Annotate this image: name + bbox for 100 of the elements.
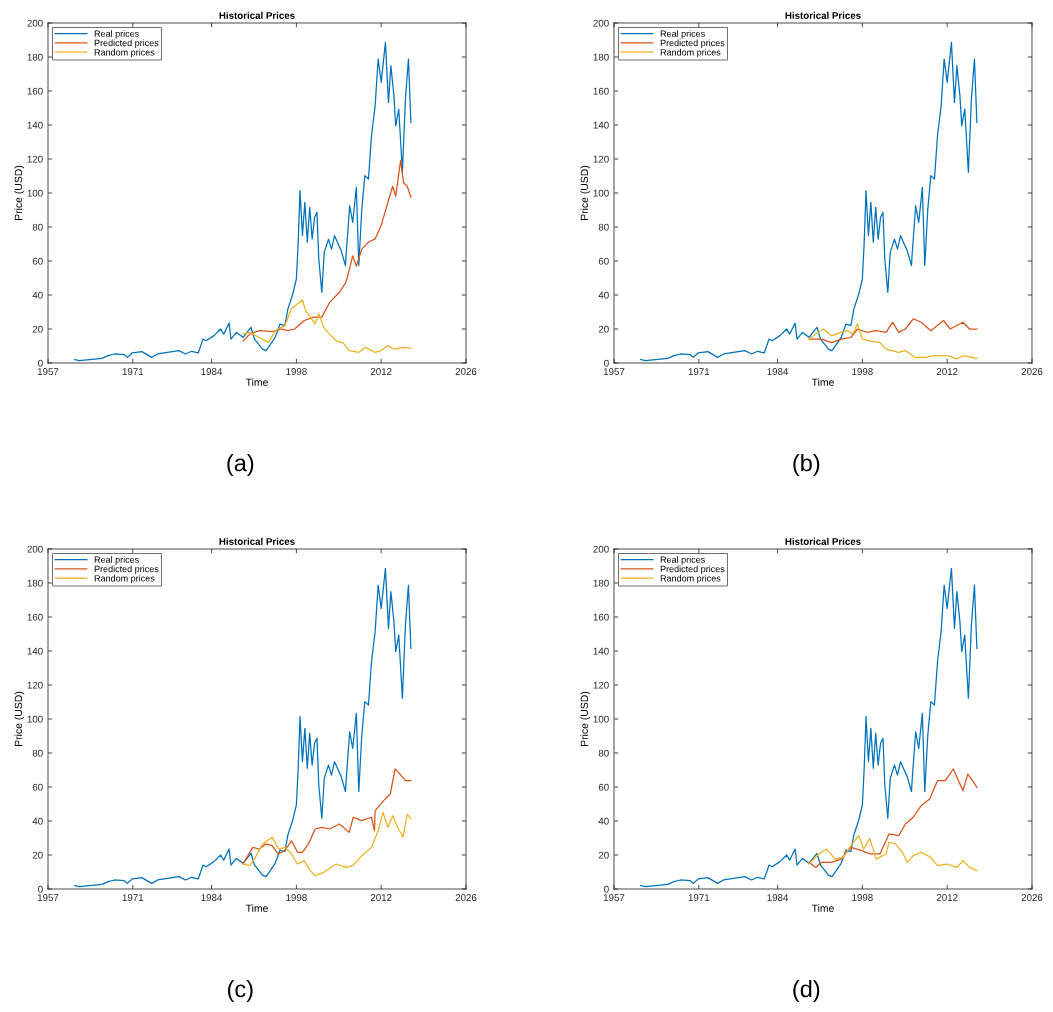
y-axis-title: Price (USD) [14,691,25,746]
y-tick-label: 20 [32,851,43,859]
line-series [808,318,978,344]
y-tick-label: 60 [32,257,43,265]
legend-label: Real prices [94,30,139,39]
x-tick-label: 1998 [852,894,873,901]
x-tick-label: 1971 [122,368,144,375]
x-tick-label: 2026 [1021,894,1043,901]
legend-label: Predicted prices [94,39,159,48]
y-tick-label: 80 [32,223,43,231]
y-tick-label: 140 [593,121,609,129]
y-tick-label: 60 [598,257,609,265]
legend-label: Predicted prices [94,565,159,574]
legend-label: Random prices [94,48,155,58]
x-tick-label: 2026 [455,894,477,901]
x-tick-label: 2012 [936,368,958,375]
y-tick-label: 140 [27,121,43,129]
y-tick-label: 160 [593,87,609,95]
y-tick-label: 40 [598,817,609,825]
line-series [242,160,412,342]
x-axis-title: Time [811,904,834,912]
y-tick-label: 140 [27,647,43,655]
y-tick-label: 200 [593,19,609,27]
chart-title: Historical Prices [785,537,861,545]
y-tick-label: 180 [593,579,609,587]
y-tick-label: 160 [27,613,43,621]
x-axis-title: Time [811,378,834,386]
x-tick-label: 1957 [603,368,625,375]
legend-label: Real prices [660,30,705,39]
line-series [242,768,412,865]
line-series [808,834,978,872]
legend-label: Random prices [94,574,155,584]
y-tick-label: 0 [38,885,43,893]
x-tick-label: 1998 [852,368,873,375]
y-tick-label: 20 [598,851,609,859]
legend-label: Random prices [660,574,721,584]
x-tick-label: 1984 [201,894,223,901]
x-tick-label: 2026 [455,368,477,375]
x-tick-label: 2012 [370,368,392,375]
y-tick-label: 0 [38,359,43,367]
y-tick-label: 80 [598,223,609,231]
y-tick-label: 120 [27,681,43,689]
x-tick-label: 1971 [688,894,710,901]
text: (c) [227,979,253,1002]
x-tick-label: 1998 [286,894,307,901]
chart-title: Historical Prices [219,11,295,19]
y-tick-label: 100 [593,715,609,723]
y-axis-title: Price (USD) [14,165,25,220]
line-series [242,811,412,877]
y-tick-label: 20 [598,325,609,333]
legend-label: Random prices [660,48,721,58]
text: (b) [793,453,820,476]
x-tick-label: 2012 [936,894,958,901]
text: (a) [227,453,254,476]
line-series [808,768,978,869]
y-tick-label: 120 [593,155,609,163]
chart-title: Historical Prices [785,11,861,19]
y-tick-label: 120 [27,155,43,163]
x-tick-label: 1971 [122,894,144,901]
y-tick-label: 40 [32,291,43,299]
x-axis-title: Time [245,378,268,386]
text: (d) [793,979,820,1002]
x-axis-title: Time [245,904,268,912]
y-tick-label: 40 [32,817,43,825]
legend-label: Real prices [660,556,705,565]
y-tick-label: 60 [598,783,609,791]
y-tick-label: 180 [593,53,609,61]
x-tick-label: 1984 [767,894,789,901]
y-tick-label: 160 [593,613,609,621]
y-tick-label: 60 [32,783,43,791]
y-tick-label: 80 [598,749,609,757]
y-tick-label: 0 [604,359,609,367]
y-tick-label: 100 [593,189,609,197]
chart-title: Historical Prices [219,537,295,545]
y-tick-label: 120 [593,681,609,689]
x-tick-label: 1957 [37,894,59,901]
x-tick-label: 1957 [37,368,59,375]
y-tick-label: 200 [27,19,43,27]
y-tick-label: 200 [593,545,609,553]
x-tick-label: 1971 [688,368,710,375]
legend-label: Real prices [94,556,139,565]
x-tick-label: 1957 [603,894,625,901]
y-tick-label: 180 [27,579,43,587]
x-tick-label: 2026 [1021,368,1043,375]
y-tick-label: 100 [27,715,43,723]
x-tick-label: 1984 [767,368,789,375]
y-axis-title: Price (USD) [580,165,591,220]
x-tick-label: 1984 [201,368,223,375]
y-tick-label: 140 [593,647,609,655]
y-tick-label: 40 [598,291,609,299]
x-tick-label: 2012 [370,894,392,901]
line-series [808,323,978,360]
line-series [242,299,412,353]
y-tick-label: 180 [27,53,43,61]
y-tick-label: 80 [32,749,43,757]
y-tick-label: 100 [27,189,43,197]
y-tick-label: 0 [604,885,609,893]
y-axis-title: Price (USD) [580,691,591,746]
legend-label: Predicted prices [660,39,725,48]
y-tick-label: 160 [27,87,43,95]
